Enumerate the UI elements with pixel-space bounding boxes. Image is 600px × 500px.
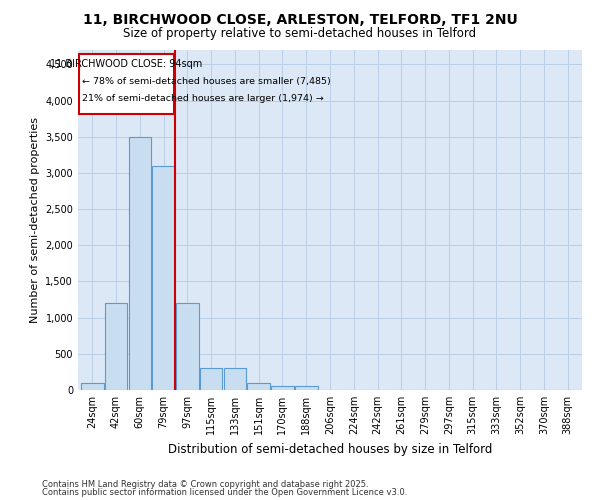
Bar (295, 386, 317, 390)
Text: Contains HM Land Registry data © Crown copyright and database right 2025.: Contains HM Land Registry data © Crown c… (42, 480, 368, 489)
Bar (105, 303, 127, 390)
Text: Contains public sector information licensed under the Open Government Licence v3: Contains public sector information licen… (42, 488, 407, 497)
Y-axis label: Number of semi-detached properties: Number of semi-detached properties (30, 117, 40, 323)
Bar (81, 383, 104, 390)
Bar (176, 303, 199, 390)
Text: ← 78% of semi-detached houses are smaller (7,485): ← 78% of semi-detached houses are smalle… (82, 76, 331, 86)
Bar (224, 368, 246, 390)
Bar (152, 166, 175, 390)
Bar (79, 54, 173, 114)
Bar (128, 137, 151, 390)
Text: 21% of semi-detached houses are larger (1,974) →: 21% of semi-detached houses are larger (… (82, 94, 323, 102)
Text: 11, BIRCHWOOD CLOSE, ARLESTON, TELFORD, TF1 2NU: 11, BIRCHWOOD CLOSE, ARLESTON, TELFORD, … (83, 12, 517, 26)
Bar (200, 368, 223, 390)
Text: Size of property relative to semi-detached houses in Telford: Size of property relative to semi-detach… (124, 28, 476, 40)
Bar (271, 386, 294, 390)
Text: 11 BIRCHWOOD CLOSE: 94sqm: 11 BIRCHWOOD CLOSE: 94sqm (50, 60, 203, 70)
X-axis label: Distribution of semi-detached houses by size in Telford: Distribution of semi-detached houses by … (168, 442, 492, 456)
Bar (247, 383, 270, 390)
